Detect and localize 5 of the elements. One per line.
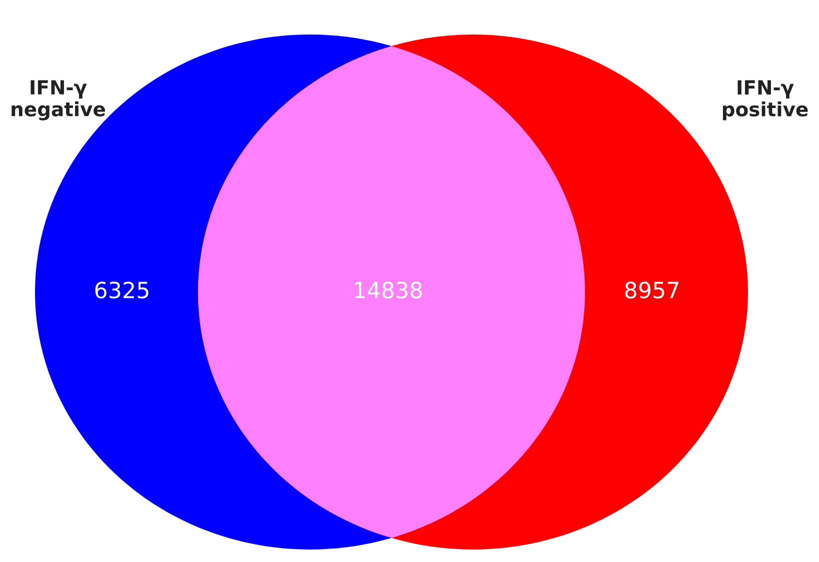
data-label: 14838 (355, 282, 422, 298)
text: IFN-γ positive (722, 80, 808, 120)
data-label: 8957 (625, 282, 678, 298)
data-label: 6325 (95, 282, 148, 298)
text: IFN-γ negative (12, 80, 106, 120)
